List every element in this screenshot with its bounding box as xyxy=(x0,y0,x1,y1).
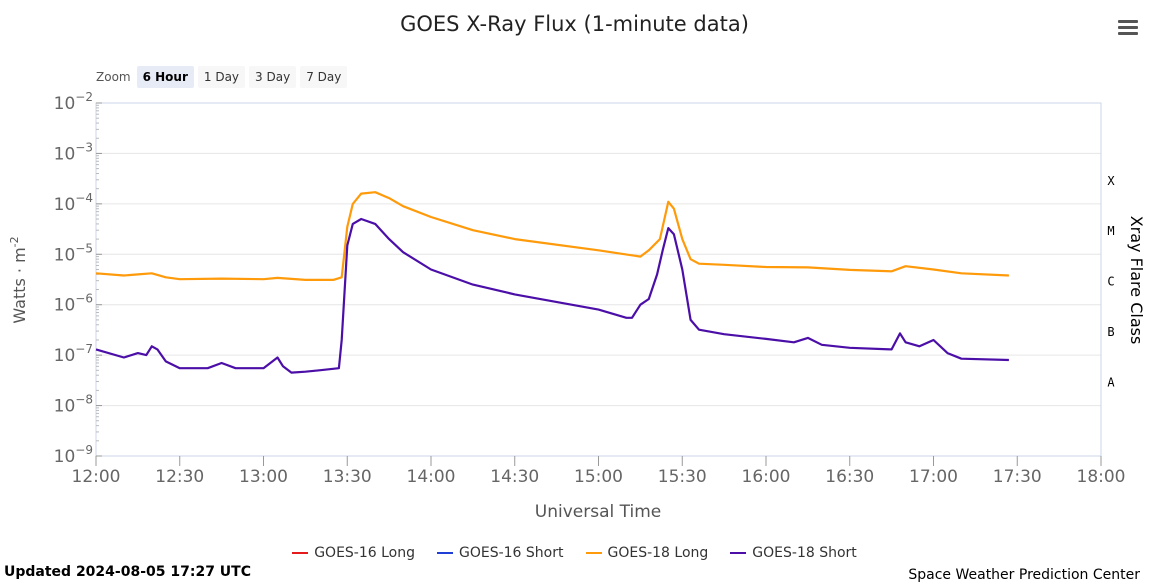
legend-swatch xyxy=(585,552,602,554)
series-lines xyxy=(95,191,1009,374)
y-tick-label: 10−4 xyxy=(54,191,93,215)
x-tick-label: 14:30 xyxy=(490,467,539,487)
flare-class-m: M xyxy=(1107,224,1114,238)
grid-lines xyxy=(96,152,1101,407)
credit-text: Space Weather Prediction Center xyxy=(908,567,1140,583)
x-tick-label: 16:00 xyxy=(742,467,791,487)
y-tick-base: 10 xyxy=(54,195,76,215)
x-tick-label: 12:30 xyxy=(155,467,204,487)
hamburger-menu-icon[interactable] xyxy=(1118,20,1138,38)
zoom-3-day-button[interactable]: 3 Day xyxy=(249,66,297,88)
x-tick-label: 17:30 xyxy=(993,467,1042,487)
y-tick-base: 10 xyxy=(54,296,76,316)
flare-class-b: B xyxy=(1107,325,1114,339)
y-tick-base: 10 xyxy=(54,245,76,265)
x-tick-label: 13:30 xyxy=(323,467,372,487)
zoom-6-hour-button[interactable]: 6 Hour xyxy=(136,66,194,88)
y-tick-exponent: −8 xyxy=(75,393,93,407)
y-tick-base: 10 xyxy=(54,346,76,366)
chart-title: GOES X-Ray Flux (1-minute data) xyxy=(400,12,749,36)
y-tick-exponent: −3 xyxy=(75,140,93,154)
legend-label: GOES-16 Short xyxy=(459,545,564,561)
y-tick-label: 10−2 xyxy=(54,90,93,114)
y-tick-exponent: −4 xyxy=(75,191,93,205)
y-tick-exponent: −5 xyxy=(75,241,93,255)
flare-class-a: A xyxy=(1107,376,1115,390)
y-tick-label: 10−6 xyxy=(54,292,93,316)
zoom-1-day-button[interactable]: 1 Day xyxy=(197,66,246,88)
x-tick-label: 14:00 xyxy=(407,467,456,487)
zoom-label: Zoom xyxy=(96,70,131,84)
y-tick-label: 10−3 xyxy=(54,140,93,164)
chart-legend: GOES-16 Long GOES-16 Short GOES-18 Long GOE… xyxy=(0,545,1149,561)
x-tick-label: 18:00 xyxy=(1077,467,1126,487)
legend-swatch xyxy=(437,552,453,554)
series-goes-18-long xyxy=(95,191,1009,281)
zoom-toolbar: Zoom 6 Hour 1 Day 3 Day 7 Day xyxy=(96,64,351,90)
legend-label: GOES-18 Short xyxy=(752,545,857,561)
legend-item-goes-16-long[interactable]: GOES-16 Long xyxy=(292,545,415,561)
right-axis-label: Xray Flare Class xyxy=(1127,216,1146,345)
flare-class-labels: X M C B A xyxy=(1107,174,1115,390)
y-tick-label: 10−5 xyxy=(54,241,93,265)
legend-label: GOES-16 Long xyxy=(314,545,415,561)
y-tick-label: 10−8 xyxy=(54,393,93,417)
x-axis-label: Universal Time xyxy=(535,502,661,522)
flare-class-c: C xyxy=(1107,275,1114,289)
flare-class-x: X xyxy=(1107,174,1115,188)
x-tick-label: 13:00 xyxy=(239,467,288,487)
x-tick-label: 16:30 xyxy=(825,467,874,487)
x-tick-label: 15:30 xyxy=(658,467,707,487)
x-tick-label: 12:00 xyxy=(72,467,121,487)
legend-item-goes-18-long[interactable]: GOES-18 Long xyxy=(585,545,709,561)
y-tick-base: 10 xyxy=(54,94,76,114)
y-tick-exponent: −6 xyxy=(75,292,93,306)
series-goes-18-short xyxy=(95,217,1009,374)
y-axis-label-text: Watts · m xyxy=(10,247,29,323)
y-tick-label: 10−9 xyxy=(54,443,93,467)
y-axis-label: Watts · m-2 xyxy=(8,236,29,323)
zoom-7-day-button[interactable]: 7 Day xyxy=(300,66,348,88)
legend-swatch xyxy=(730,552,747,554)
y-tick-label: 10−7 xyxy=(54,342,93,366)
legend-item-goes-16-short[interactable]: GOES-16 Short xyxy=(437,545,564,561)
y-tick-base: 10 xyxy=(54,144,76,164)
x-tick-label: 15:00 xyxy=(574,467,623,487)
updated-timestamp: Updated 2024-08-05 17:27 UTC xyxy=(4,564,251,580)
y-tick-exponent: −7 xyxy=(75,342,93,356)
y-axis-ticks: 10−210−310−410−510−610−710−810−9 xyxy=(54,90,102,467)
y-tick-exponent: −2 xyxy=(75,90,93,104)
legend-swatch xyxy=(292,552,309,554)
x-axis-ticks: 12:00 12:30 13:00 13:30 14:00 14:30 15:00 15:30… xyxy=(72,456,1126,487)
y-tick-base: 10 xyxy=(54,397,76,417)
y-tick-base: 10 xyxy=(54,447,76,467)
x-tick-label: 17:00 xyxy=(909,467,958,487)
legend-item-goes-18-short[interactable]: GOES-18 Short xyxy=(730,545,857,561)
y-axis-label-exponent: -2 xyxy=(8,236,21,247)
y-tick-exponent: −9 xyxy=(75,443,93,457)
legend-label: GOES-18 Long xyxy=(607,545,709,561)
